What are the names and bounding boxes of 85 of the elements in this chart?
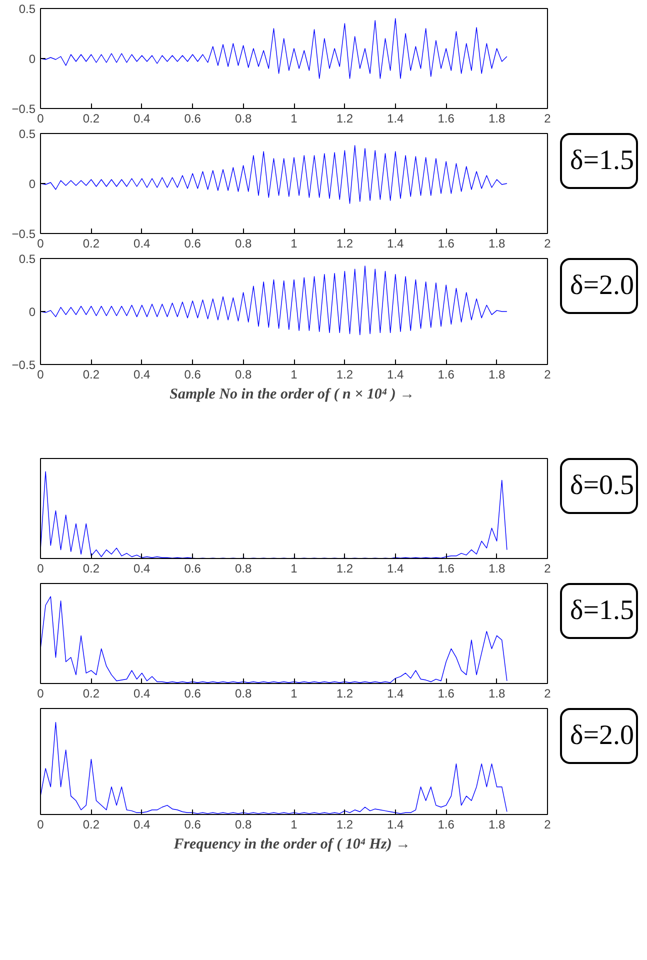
x-tick-label: 0.4 (134, 686, 151, 700)
x-tick-label: 1.2 (336, 818, 354, 832)
x-tick-label: 1.6 (438, 368, 455, 382)
line-series (40, 145, 508, 204)
x-tick-label: 1.2 (336, 236, 354, 250)
x-tick-label: 0 (37, 236, 44, 250)
x-tick-label: 1.4 (387, 818, 404, 832)
x-tick-label: 2 (544, 686, 552, 700)
x-tick-label: 0.4 (134, 236, 151, 250)
x-tick-label: 0 (37, 112, 44, 126)
x-tick-label: 0.8 (234, 562, 252, 576)
y-tick-label: 0 (28, 177, 36, 191)
x-axis-title: Sample No in the order of ( n × 10⁴ ) → (170, 386, 415, 402)
x-tick-label: 1 (290, 236, 298, 250)
y-tick-label: −0.5 (12, 358, 36, 372)
x-tick-label: 2 (544, 112, 552, 126)
x-tick-label: 0.2 (82, 562, 100, 576)
text: δ=1.5 (570, 594, 634, 628)
x-tick-label: 0 (37, 686, 44, 700)
x-tick-label: 1.6 (438, 112, 455, 126)
x-tick-label: 0.8 (234, 686, 252, 700)
x-tick-label: 1.8 (488, 236, 506, 250)
y-tick-label: 0.5 (18, 2, 36, 16)
x-tick-label: 0.4 (134, 112, 151, 126)
x-tick-label: 1.8 (488, 562, 506, 576)
x-tick-label: 2 (544, 368, 552, 382)
x-tick-label: 0.2 (82, 686, 100, 700)
x-tick-label: 0.4 (134, 562, 151, 576)
x-tick-label: 1.4 (387, 236, 404, 250)
text: δ=1.5 (570, 144, 634, 178)
text: δ=2.0 (570, 719, 634, 753)
x-tick-label: 1 (290, 562, 298, 576)
x-tick-label: 0.8 (234, 236, 252, 250)
y-tick-label: 0 (28, 305, 36, 319)
x-tick-label: 2 (544, 562, 552, 576)
x-tick-label: 0.6 (184, 112, 202, 126)
x-tick-label: 2 (544, 818, 552, 832)
x-tick-label: 1.6 (438, 562, 455, 576)
x-tick-label: 1.8 (488, 686, 506, 700)
y-tick-label: 0.5 (18, 252, 36, 266)
x-axis-title: Frequency in the order of ( 10⁴ Hz) → (172, 836, 411, 852)
text: δ=0.5 (570, 469, 634, 503)
x-tick-label: 2 (544, 236, 552, 250)
x-tick-label: 1.2 (336, 112, 354, 126)
x-tick-label: 1.2 (336, 562, 354, 576)
x-tick-label: 1.4 (387, 112, 404, 126)
y-tick-label: 0 (28, 52, 36, 66)
x-tick-label: 0 (37, 818, 44, 832)
x-tick-label: 0.2 (82, 818, 100, 832)
x-tick-label: 1 (290, 686, 298, 700)
x-tick-label: 0.2 (82, 236, 100, 250)
x-tick-label: 0 (37, 562, 44, 576)
x-tick-label: 0.8 (234, 818, 252, 832)
x-tick-label: 1.4 (387, 368, 404, 382)
x-tick-label: 1.6 (438, 236, 455, 250)
x-tick-label: 0.2 (82, 368, 100, 382)
x-tick-label: 1.6 (438, 686, 455, 700)
x-tick-label: 1 (290, 368, 298, 382)
x-tick-label: 1.8 (488, 368, 506, 382)
x-tick-label: 0.6 (184, 368, 202, 382)
x-tick-label: 1 (290, 818, 298, 832)
x-tick-label: 0 (37, 368, 44, 382)
x-tick-label: 1.2 (336, 686, 354, 700)
x-tick-label: 1.6 (438, 818, 455, 832)
x-tick-label: 0.8 (234, 368, 252, 382)
x-tick-label: 0.6 (184, 818, 202, 832)
x-tick-label: 1.4 (387, 686, 404, 700)
y-tick-label: −0.5 (12, 102, 36, 116)
x-tick-label: 0.6 (184, 686, 202, 700)
x-tick-label: 1.8 (488, 112, 506, 126)
x-tick-label: 0.4 (134, 368, 151, 382)
y-tick-label: −0.5 (12, 227, 36, 241)
x-tick-label: 1.8 (488, 818, 506, 832)
line-series (40, 18, 508, 79)
x-tick-label: 1.2 (336, 368, 354, 382)
line-series (40, 266, 508, 336)
text: δ=2.0 (570, 269, 634, 303)
x-tick-label: 0.8 (234, 112, 252, 126)
y-tick-label: 0.5 (18, 127, 36, 141)
x-tick-label: 0.2 (82, 112, 100, 126)
x-tick-label: 0.6 (184, 236, 202, 250)
x-tick-label: 1.4 (387, 562, 404, 576)
x-tick-label: 0.4 (134, 818, 151, 832)
x-tick-label: 1 (290, 112, 298, 126)
x-tick-label: 0.6 (184, 562, 202, 576)
